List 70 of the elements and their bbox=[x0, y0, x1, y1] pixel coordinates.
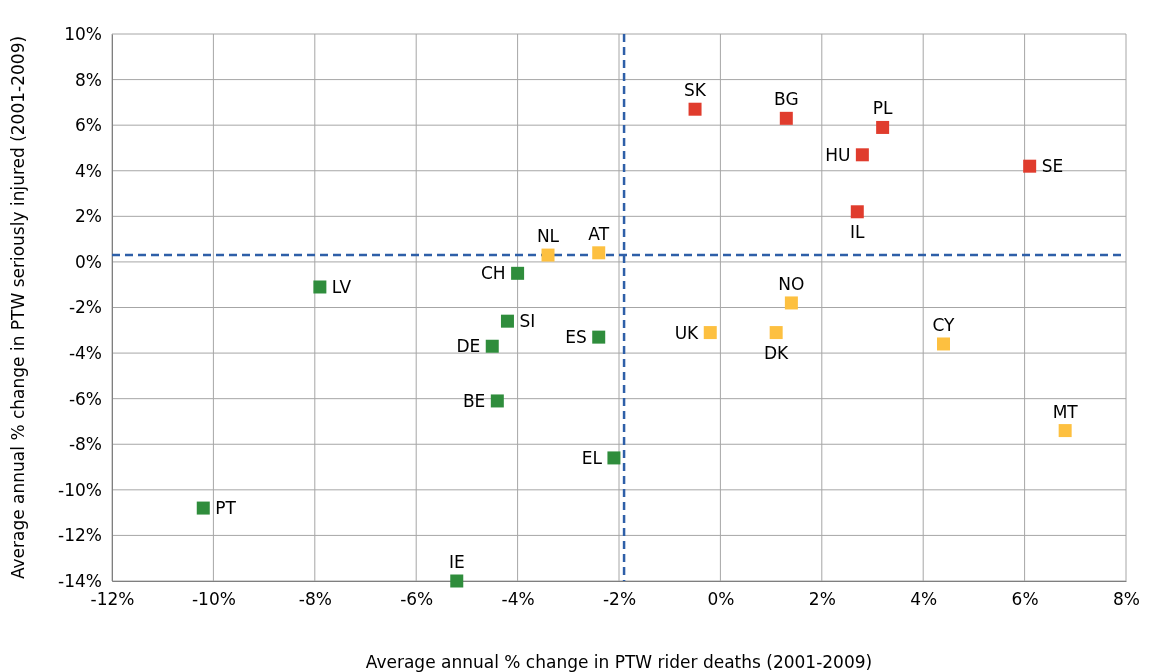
point bbox=[541, 248, 555, 262]
x-tick-label: 4% bbox=[910, 589, 938, 610]
point bbox=[769, 326, 783, 340]
x-tick-label: -2% bbox=[602, 589, 637, 610]
x-tick-label: -8% bbox=[298, 589, 332, 610]
point bbox=[779, 111, 793, 125]
annotation: PL bbox=[872, 98, 894, 119]
point bbox=[936, 337, 950, 351]
annotation: NL bbox=[536, 226, 560, 247]
x-tick-label: -12% bbox=[90, 589, 135, 610]
point bbox=[876, 120, 890, 134]
point bbox=[313, 280, 327, 294]
y-tick-label: -6% bbox=[68, 388, 102, 409]
annotation: CH bbox=[480, 263, 506, 284]
y-tick-label: -12% bbox=[58, 525, 102, 546]
annotation: HU bbox=[825, 144, 851, 165]
y-tick-label: 8% bbox=[75, 69, 102, 90]
y-tick-label: 4% bbox=[75, 160, 102, 181]
annotation: DE bbox=[456, 336, 481, 357]
annotation: IE bbox=[448, 552, 465, 572]
x-tick-label: 6% bbox=[1011, 589, 1039, 610]
point bbox=[855, 148, 869, 162]
y-tick-label: -8% bbox=[68, 434, 102, 455]
annotation: NO bbox=[778, 273, 805, 294]
annotation: SI bbox=[519, 311, 536, 332]
point bbox=[784, 296, 798, 310]
x-axis-title: Average annual % change in PTW rider deaths (2001-2009) bbox=[365, 652, 873, 672]
point bbox=[703, 326, 717, 340]
y-tick-label: -4% bbox=[68, 343, 102, 364]
x-tick-label: -6% bbox=[400, 589, 434, 610]
annotation: EL bbox=[581, 447, 603, 468]
x-tick-label: -4% bbox=[501, 589, 535, 610]
annotation: BG bbox=[774, 89, 799, 110]
annotation: BE bbox=[462, 390, 486, 411]
y-tick-label: 2% bbox=[75, 206, 102, 227]
annotation: ES bbox=[565, 327, 587, 348]
x-tick-label: 8% bbox=[1113, 589, 1140, 610]
point bbox=[490, 394, 504, 408]
y-tick-label: 10% bbox=[64, 23, 102, 44]
y-tick-label: 0% bbox=[75, 251, 102, 272]
annotation: MT bbox=[1052, 401, 1079, 422]
y-tick-label: -2% bbox=[68, 297, 102, 318]
annotation: LV bbox=[331, 276, 352, 297]
annotation: SK bbox=[684, 80, 707, 101]
y-axis-title: Average annual % change in PTW seriously injured (2001-2009) bbox=[8, 35, 28, 580]
x-tick-label: 0% bbox=[707, 589, 735, 610]
point bbox=[592, 246, 606, 260]
point bbox=[607, 451, 621, 465]
x-tick-label: -10% bbox=[191, 589, 236, 610]
point bbox=[1023, 159, 1037, 173]
annotation: PT bbox=[215, 498, 237, 519]
point bbox=[485, 339, 499, 353]
point bbox=[688, 102, 702, 116]
annotation: DK bbox=[764, 342, 790, 363]
point bbox=[450, 574, 464, 588]
point bbox=[196, 501, 210, 515]
point bbox=[1058, 424, 1072, 438]
x-tick-label: 2% bbox=[808, 589, 836, 610]
point bbox=[500, 314, 514, 328]
point bbox=[850, 205, 864, 219]
annotation: CY bbox=[932, 314, 956, 335]
annotation: UK bbox=[674, 322, 700, 343]
y-tick-label: 6% bbox=[75, 115, 102, 136]
annotation: IL bbox=[850, 221, 866, 242]
annotation: AT bbox=[588, 223, 610, 244]
annotation: SE bbox=[1041, 156, 1064, 177]
y-tick-label: -14% bbox=[58, 570, 102, 591]
point bbox=[511, 266, 525, 280]
y-tick-label: -10% bbox=[58, 479, 102, 500]
point bbox=[592, 330, 606, 344]
